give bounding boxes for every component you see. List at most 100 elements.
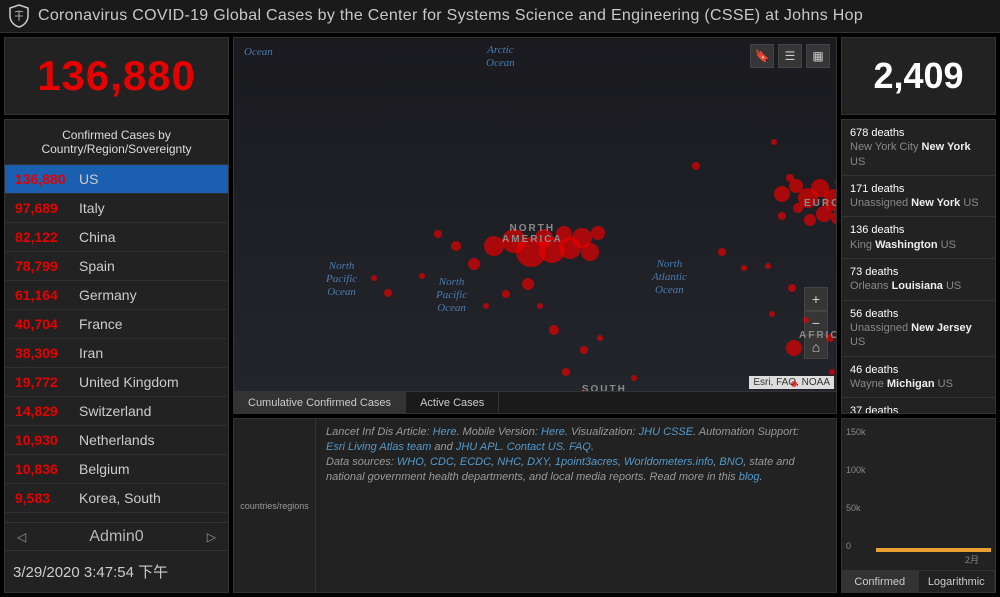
death-item[interactable]: 46 deathsWayne Michigan US	[842, 357, 995, 399]
case-circle	[778, 212, 786, 220]
link-mobile[interactable]: Here	[541, 426, 565, 438]
case-circle	[502, 229, 526, 253]
list-item-country: United Kingdom	[79, 374, 179, 390]
list-item[interactable]: 10,836Belgium	[5, 455, 228, 484]
case-circle	[451, 241, 461, 251]
case-circle	[831, 211, 836, 225]
chart-ytick: 100k	[846, 465, 866, 475]
link-apl[interactable]: JHU APL	[456, 441, 501, 453]
link-dxy[interactable]: DXY	[527, 456, 549, 468]
footer-left-label: countries/regions	[234, 419, 316, 592]
map-tab[interactable]: Active Cases	[406, 392, 499, 413]
list-item[interactable]: 136,880US	[5, 165, 228, 194]
link-esri[interactable]: Esri Living Atlas team	[326, 441, 431, 453]
list-item-country: Belgium	[79, 461, 130, 477]
confirmed-list-body[interactable]: 136,880US 97,689 Italy 82,122China78,799Spa…	[5, 165, 228, 522]
list-item[interactable]: 78,799Spain	[5, 252, 228, 281]
list-item[interactable]: 61,164Germany	[5, 281, 228, 310]
death-item[interactable]: 73 deathsOrleans Louisiana US	[842, 259, 995, 301]
header-bar: Coronavirus COVID-19 Global Cases by the…	[0, 0, 1000, 33]
map-area[interactable]: 🔖 ☰ ▦ + − ⌂ Esri, FAO, NOAA OceanArcticO…	[234, 38, 836, 391]
death-item[interactable]: 136 deathsKing Washington US	[842, 217, 995, 259]
map-tab[interactable]: Cumulative Confirmed Cases	[234, 392, 406, 413]
list-item[interactable]: 97,689 Italy	[5, 194, 228, 223]
confirmed-list-panel: Confirmed Cases by Country/Region/Sovere…	[4, 119, 229, 593]
death-item[interactable]: 171 deathsUnassigned New York US	[842, 176, 995, 218]
header-title: Coronavirus COVID-19 Global Cases by the…	[38, 7, 863, 25]
case-circle	[578, 390, 590, 391]
total-confirmed-panel: 136,880	[4, 37, 229, 115]
case-circle	[765, 263, 771, 269]
case-circle	[522, 278, 534, 290]
case-circle	[384, 289, 392, 297]
list-item-count: 82,122	[15, 229, 71, 245]
link-article[interactable]: Here	[433, 426, 457, 438]
link-blog[interactable]: blog	[739, 471, 760, 483]
chart-ytick: 150k	[846, 427, 866, 437]
list-item-count: 38,309	[15, 345, 71, 361]
list-item[interactable]: 40,704France	[5, 310, 228, 339]
case-circle	[562, 368, 570, 376]
chart-tab[interactable]: Logarithmic	[919, 571, 996, 592]
list-item[interactable]: 38,309Iran	[5, 339, 228, 368]
map-tabs: Cumulative Confirmed CasesActive Cases	[234, 391, 836, 413]
list-item[interactable]: 19,772 United Kingdom	[5, 368, 228, 397]
case-circle	[572, 228, 592, 248]
list-item[interactable]: 9,217Turkey	[5, 513, 228, 522]
link-nhc[interactable]: NHC	[497, 456, 521, 468]
link-viz[interactable]: JHU CSSE	[639, 426, 693, 438]
link-contact[interactable]: Contact US	[507, 441, 563, 453]
list-item[interactable]: 82,122China	[5, 223, 228, 252]
list-next-button[interactable]: ▷	[201, 530, 222, 544]
case-circle	[484, 236, 504, 256]
death-item[interactable]: 678 deathsNew York City New York US	[842, 120, 995, 176]
chart-tab[interactable]: Confirmed	[842, 571, 919, 592]
case-circle	[835, 177, 836, 187]
list-item-country: Korea, South	[79, 490, 161, 506]
chart-xlabel: 2月	[965, 553, 979, 566]
link-cdc[interactable]: CDC	[430, 456, 454, 468]
list-item[interactable]: 9,583Korea, South	[5, 484, 228, 513]
case-circle	[718, 248, 726, 256]
total-deaths-number: 2,409	[873, 55, 963, 97]
deaths-list-body[interactable]: 678 deathsNew York City New York US171 d…	[842, 120, 995, 413]
list-prev-button[interactable]: ◁	[11, 530, 32, 544]
case-circle	[371, 275, 377, 281]
link-bno[interactable]: BNO	[719, 456, 743, 468]
list-item-country: Switzerland	[79, 403, 151, 419]
case-circle	[537, 303, 543, 309]
list-item-country: Italy	[79, 200, 105, 216]
case-circle	[771, 139, 777, 145]
case-circle	[816, 206, 832, 222]
death-item[interactable]: 37 deaths	[842, 398, 995, 413]
case-circle	[804, 214, 816, 226]
case-circle	[774, 186, 790, 202]
case-circle	[789, 179, 803, 193]
link-worldometers[interactable]: Worldometers.info	[624, 456, 713, 468]
link-1p3a[interactable]: 1point3acres	[555, 456, 618, 468]
case-circle	[786, 340, 802, 356]
list-item[interactable]: 10,930Netherlands	[5, 426, 228, 455]
total-confirmed-number: 136,880	[37, 52, 196, 100]
list-item-count: 136,880	[15, 171, 71, 187]
list-header-line1: Confirmed Cases by	[9, 128, 224, 142]
deaths-list-panel: 678 deathsNew York City New York US171 d…	[841, 119, 996, 414]
list-footer-label: Admin0	[89, 528, 143, 546]
list-item-count: 97,689	[15, 200, 71, 216]
list-item-country: France	[79, 316, 123, 332]
list-item[interactable]: 14,829Switzerland	[5, 397, 228, 426]
list-header: Confirmed Cases by Country/Region/Sovere…	[5, 120, 228, 165]
case-circle	[769, 311, 775, 317]
case-circle	[631, 375, 637, 381]
chart-bars	[876, 548, 991, 552]
list-item-count: 19,772	[15, 374, 71, 390]
chart-tabs: ConfirmedLogarithmic	[842, 570, 995, 592]
case-circle	[811, 179, 829, 197]
footer-body: Lancet Inf Dis Article: Here. Mobile Ver…	[316, 419, 836, 592]
link-faq[interactable]: FAQ	[569, 441, 591, 453]
list-item-country: Netherlands	[79, 432, 155, 448]
link-who[interactable]: WHO	[397, 456, 424, 468]
death-item[interactable]: 56 deathsUnassigned New Jersey US	[842, 301, 995, 357]
link-ecdc[interactable]: ECDC	[460, 456, 491, 468]
map-circles-layer	[234, 38, 836, 391]
